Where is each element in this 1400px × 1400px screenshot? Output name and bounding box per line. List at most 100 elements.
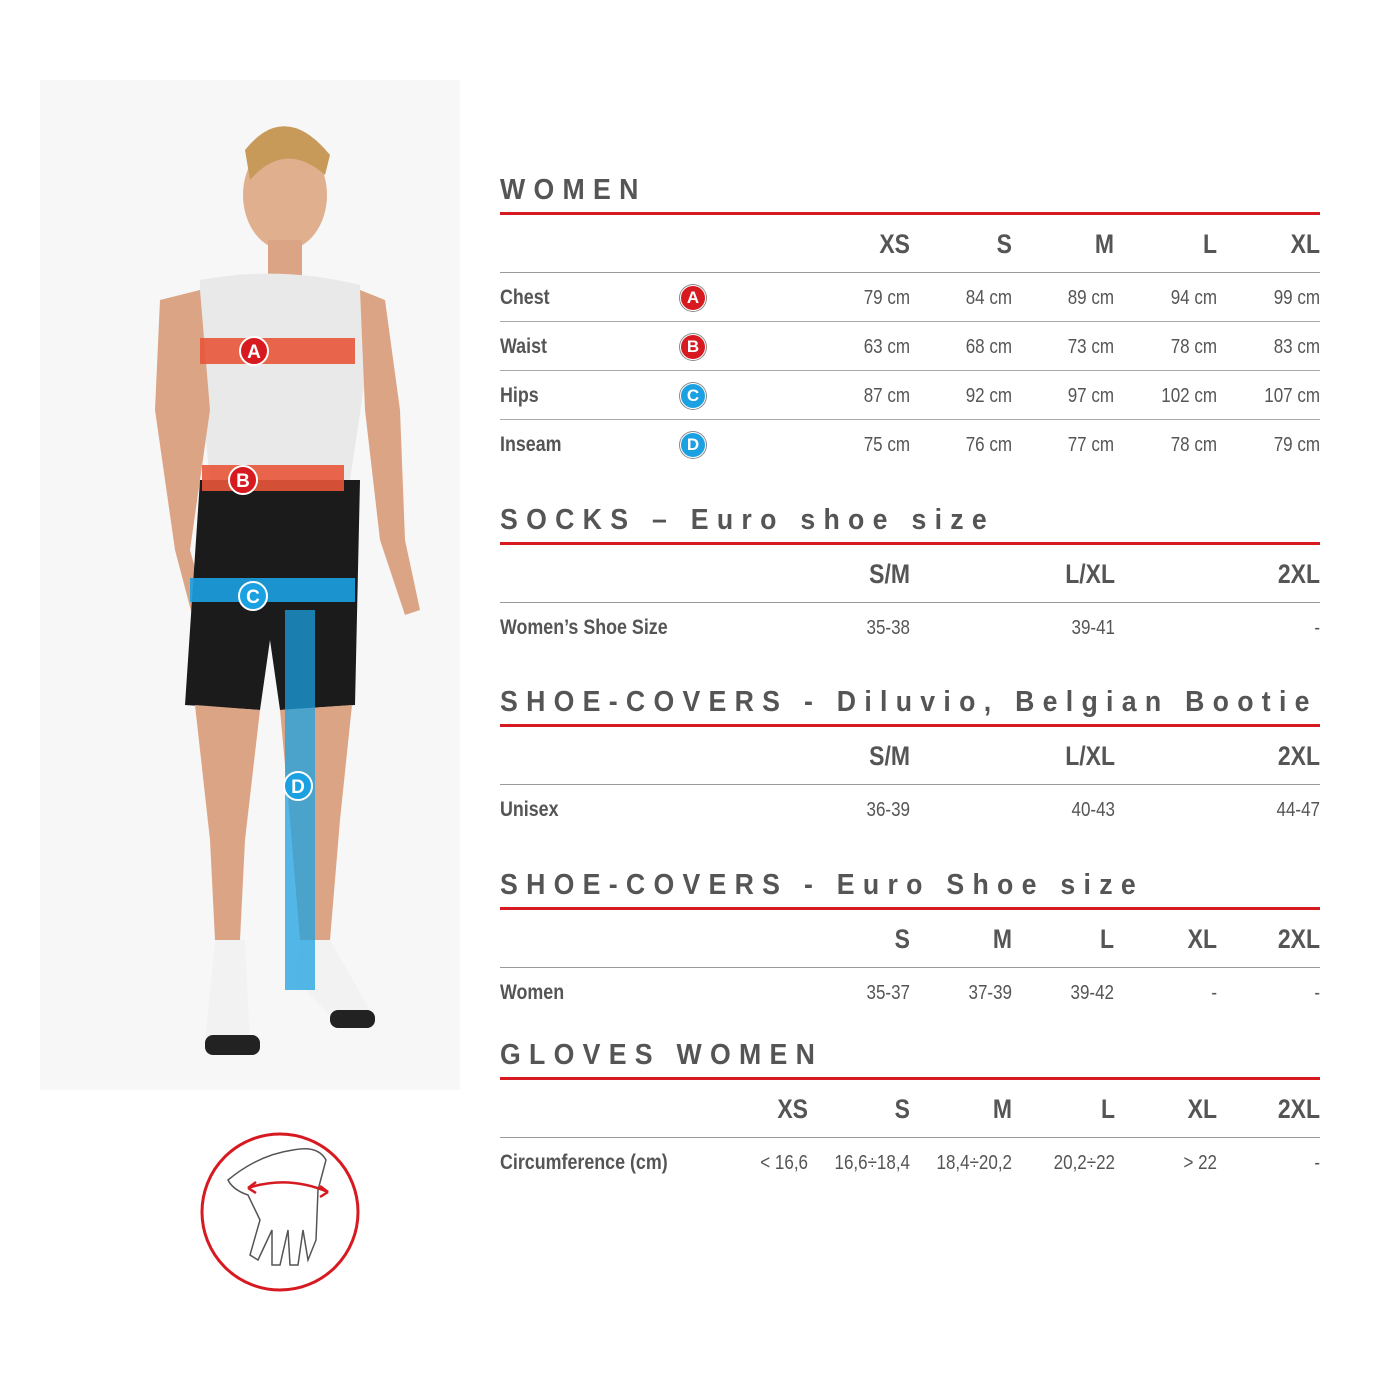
glove-measure-icon [200,1132,360,1292]
size-header: 2XL [1277,924,1320,954]
size-header: XL [1290,229,1320,259]
row-label: Women’s Shoe Size [500,616,668,639]
size-value: 16,6÷18,4 [834,1152,910,1174]
size-header: L [1100,1094,1115,1124]
size-value: 39-42 [1070,982,1114,1004]
size-header: S/M [869,741,910,771]
size-header: L [1099,924,1114,954]
size-header: XS [777,1094,808,1124]
size-header: 2XL [1277,741,1320,771]
size-value: 87 cm [863,385,910,407]
size-value: 79 cm [1273,434,1320,456]
measure-badge-b: B [680,334,706,360]
section-divider [500,212,1320,215]
model-body [155,126,420,1055]
size-value: < 16,6 [760,1152,808,1174]
section-divider [500,542,1320,545]
size-value: 77 cm [1067,434,1114,456]
size-header: S [894,1094,910,1124]
size-value: 35-38 [866,617,910,639]
section-divider [500,1077,1320,1080]
measure-badge-c: C [680,383,706,409]
section-title: SHOE-COVERS - Euro Shoe size [500,869,1144,901]
row-label: Inseam [500,433,562,456]
model-figure: A B C D [40,80,460,1090]
size-header: XL [1187,924,1217,954]
size-value: 75 cm [863,434,910,456]
size-value: 89 cm [1067,287,1114,309]
size-value: 94 cm [1170,287,1217,309]
row-divider [500,321,1320,322]
size-header: S/M [869,559,910,589]
size-header: L/XL [1065,559,1115,589]
section-title: SOCKS – Euro shoe size [500,504,996,536]
size-value: 99 cm [1273,287,1320,309]
waist-band [202,465,344,491]
row-divider [500,370,1320,371]
section-divider [500,724,1320,727]
size-value: 79 cm [863,287,910,309]
header-divider [500,1137,1320,1138]
size-value: - [1314,1152,1320,1174]
size-value: 44-47 [1276,799,1320,821]
row-divider [500,419,1320,420]
size-value: 39-41 [1071,617,1115,639]
size-value: 35-37 [866,982,910,1004]
size-header: S [894,924,910,954]
section-title: GLOVES WOMEN [500,1039,824,1071]
badge-a: A [239,336,269,366]
size-header: 2XL [1277,1094,1320,1124]
size-value: 68 cm [965,336,1012,358]
size-value: 92 cm [965,385,1012,407]
size-header: XS [879,229,910,259]
section-title: WOMEN [500,174,647,206]
row-label: Circumference (cm) [500,1151,668,1174]
size-header: XL [1187,1094,1217,1124]
size-value: 78 cm [1170,434,1217,456]
row-label: Women [500,981,565,1004]
size-header: M [992,1094,1012,1124]
measure-badge-a: A [680,285,706,311]
size-value: 76 cm [965,434,1012,456]
size-value: 63 cm [863,336,910,358]
row-label: Unisex [500,798,559,821]
size-value: 40-43 [1071,799,1115,821]
header-divider [500,784,1320,785]
size-value: 84 cm [965,287,1012,309]
size-header: M [992,924,1012,954]
row-label: Waist [500,335,547,358]
size-header: L/XL [1065,741,1115,771]
size-header: L [1202,229,1217,259]
size-value: 20,2÷22 [1053,1152,1115,1174]
svg-text:C: C [246,587,260,608]
measure-badge-d: D [680,432,706,458]
header-divider [500,967,1320,968]
size-header: M [1094,229,1114,259]
section-divider [500,907,1320,910]
svg-text:A: A [247,342,261,363]
svg-text:B: B [236,471,250,492]
hips-band [190,578,355,602]
badge-c: C [238,581,268,611]
size-value: - [1211,982,1217,1004]
size-value: 97 cm [1067,385,1114,407]
badge-d: D [283,771,313,801]
size-value: 36-39 [866,799,910,821]
size-header: S [996,229,1012,259]
header-divider [500,602,1320,603]
size-value: 107 cm [1264,385,1320,407]
row-label: Hips [500,384,539,407]
header-divider [500,272,1320,273]
size-value: 78 cm [1170,336,1217,358]
section-title: SHOE-COVERS - Diluvio, Belgian Bootie [500,686,1318,718]
chest-band [200,338,355,364]
size-header: 2XL [1277,559,1320,589]
size-value: 73 cm [1067,336,1114,358]
size-value: - [1314,982,1320,1004]
size-value: 102 cm [1161,385,1217,407]
size-value: 18,4÷20,2 [936,1152,1012,1174]
badge-b: B [228,465,258,495]
size-value: > 22 [1183,1152,1217,1174]
size-value: - [1314,617,1320,639]
svg-text:D: D [291,777,305,798]
